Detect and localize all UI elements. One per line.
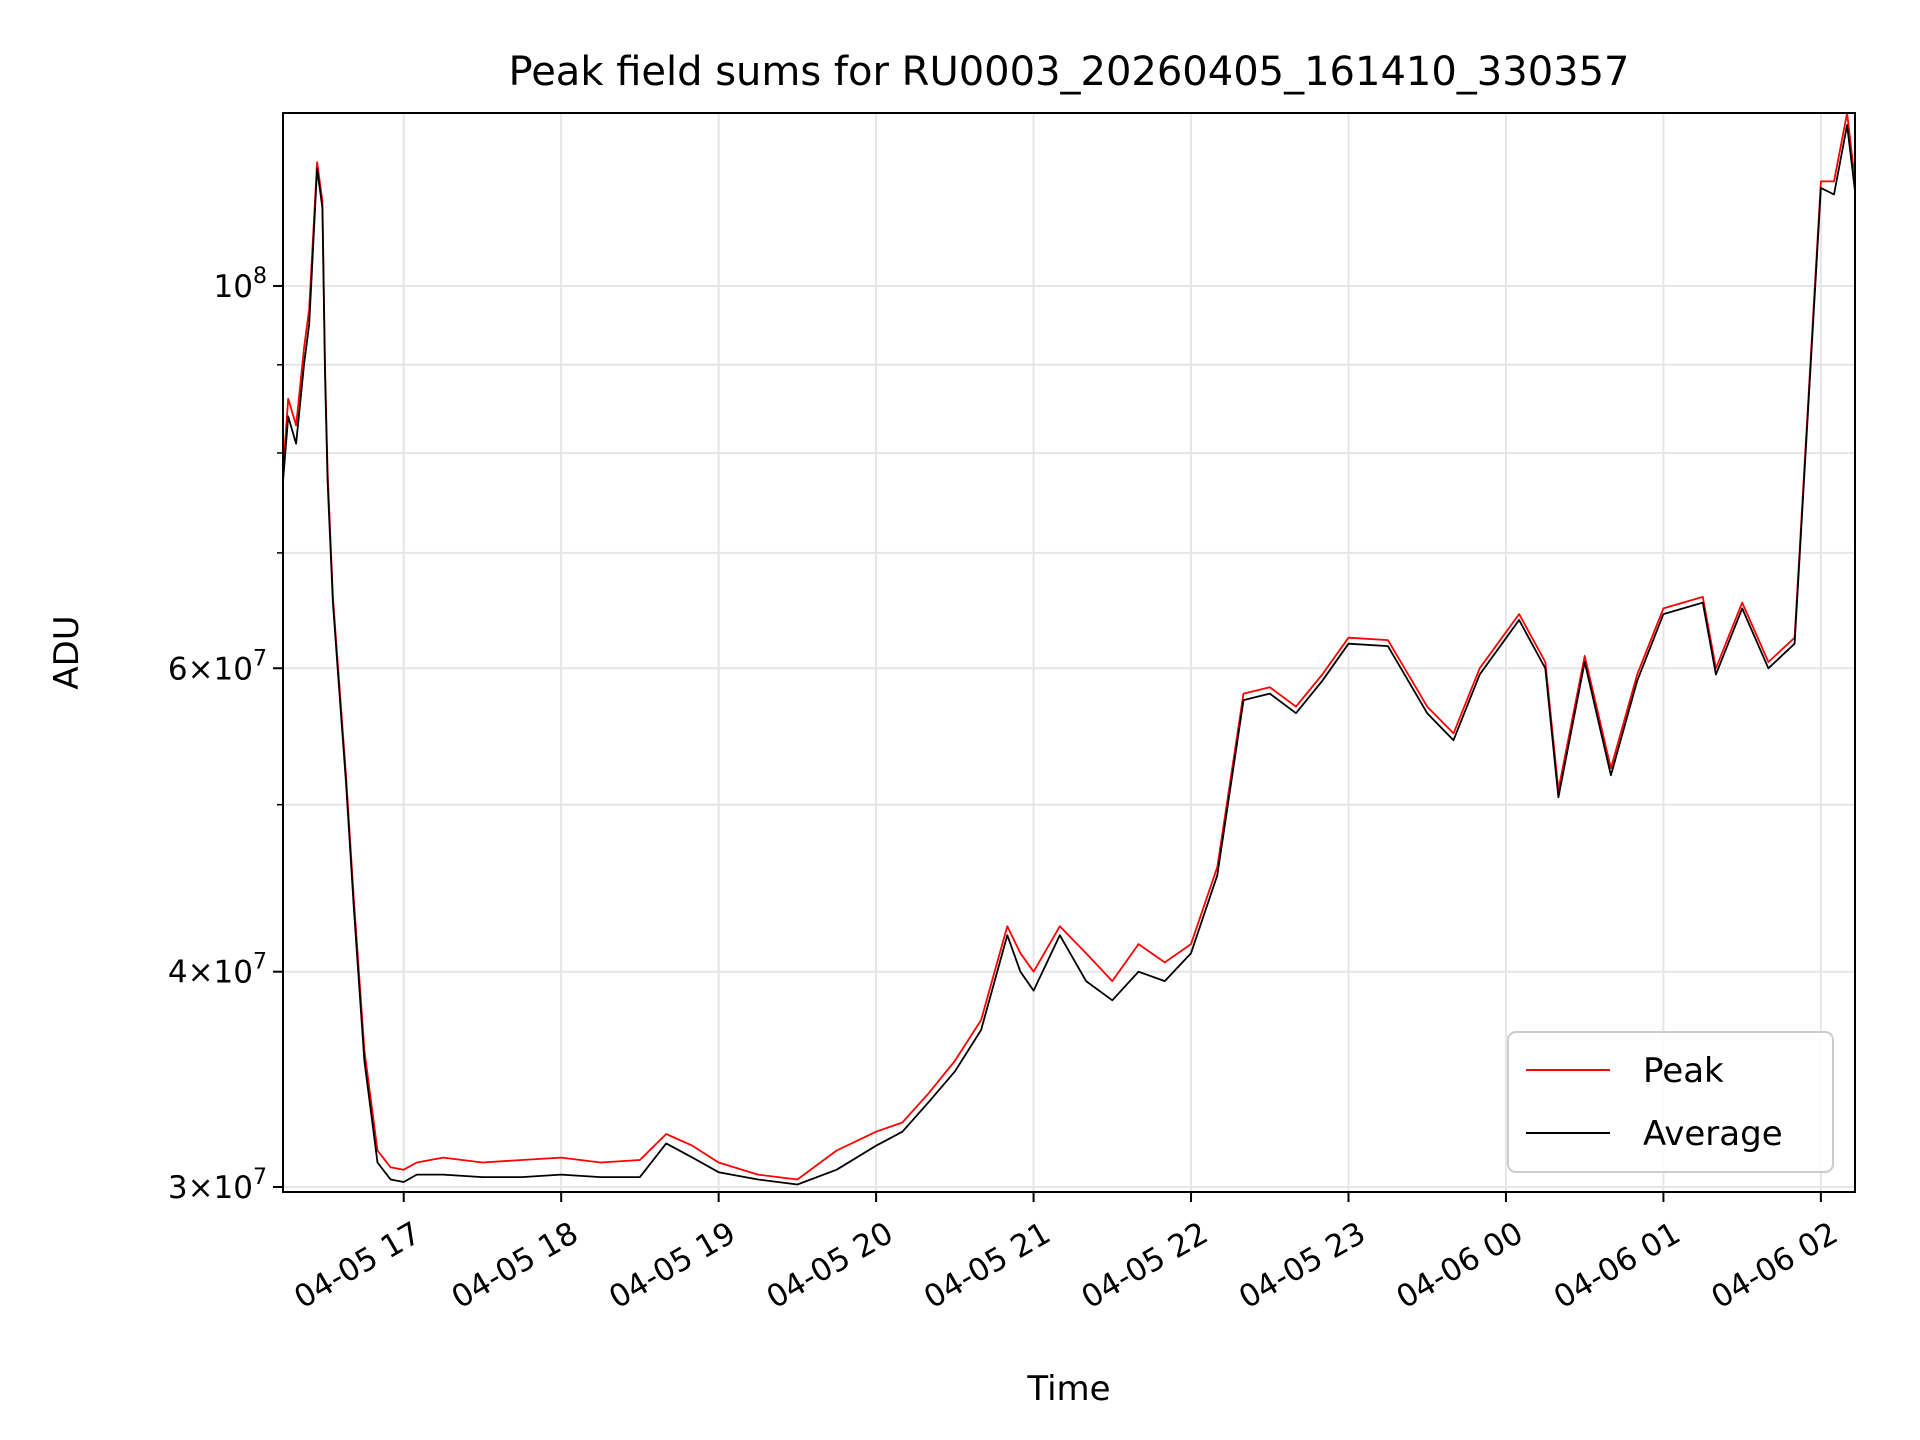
x-axis-label: Time: [1026, 1369, 1110, 1409]
chart-title: Peak field sums for RU0003_20260405_1614…: [509, 49, 1630, 95]
plot-frame: [282, 112, 1856, 1193]
grid: [283, 113, 1855, 1192]
legend-box: [1507, 1031, 1834, 1173]
series-line-average: [282, 124, 1856, 1186]
y-axis-label: ADU: [47, 615, 87, 689]
legend-label-peak: Peak: [1643, 1051, 1724, 1091]
legend: Peak Average: [1507, 1031, 1834, 1173]
y-tick-label: 6×107: [168, 646, 267, 687]
y-tick-label: 4×107: [168, 950, 267, 991]
legend-label-average: Average: [1643, 1114, 1783, 1154]
y-tick-label: 3×107: [168, 1165, 267, 1206]
y-tick-label: 108: [214, 264, 267, 305]
series-layer: [282, 112, 1856, 1186]
